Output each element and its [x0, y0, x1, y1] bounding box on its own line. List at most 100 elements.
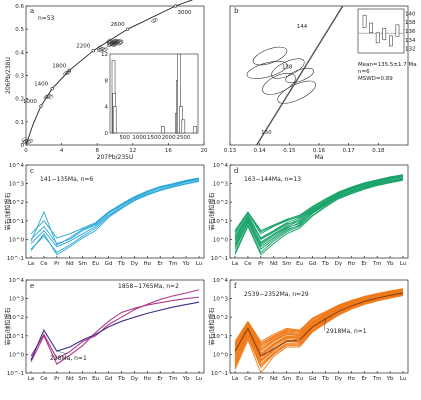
y-tick-label: 10^-1: [211, 371, 228, 377]
panel-label-b: b: [234, 7, 239, 15]
analysis-ellipse: [109, 40, 115, 45]
x-tick-label: 4: [60, 148, 64, 154]
element-label: Ce: [40, 376, 48, 382]
x-tick-label: 0: [24, 148, 28, 154]
weighted-mean-bar: [362, 14, 367, 28]
x-tick-label: 16: [165, 148, 172, 154]
panel-label-e: e: [30, 282, 34, 290]
analysis-ellipse: [96, 45, 102, 50]
analysis-ellipse: [21, 137, 27, 142]
ree-series-line: [234, 289, 404, 348]
element-label: La: [28, 261, 34, 267]
analysis-ellipse: [252, 46, 288, 66]
x-tick-label: 0.16: [313, 148, 326, 154]
y-tick-label: 10^0: [213, 352, 229, 358]
annotation-leader: [56, 350, 69, 355]
ree-series-line: [30, 181, 200, 256]
analysis-ellipse: [285, 67, 315, 84]
analysis-ellipse: [277, 80, 317, 104]
x-axis-label: Ma: [315, 154, 324, 161]
y-tick-label: 0.4: [15, 50, 24, 56]
ree-series-line: [234, 291, 404, 354]
element-label: Er: [157, 376, 163, 382]
panel-d-frame: [229, 164, 409, 259]
y-tick-label: 10^1: [213, 334, 228, 340]
element-label: Eu: [92, 261, 99, 267]
element-label: Eu: [92, 376, 99, 382]
inset-y-tick-label: 4: [105, 105, 109, 111]
inset-x-tick-label: 2000: [162, 135, 176, 141]
inset-y-tick-label: 140: [405, 11, 416, 17]
y-tick-label: 0.1: [15, 120, 24, 126]
element-label: Er: [361, 261, 367, 267]
ree-series-line: [30, 180, 200, 253]
panel-label-d: d: [234, 167, 239, 175]
weighted-mean-bar: [395, 24, 400, 37]
analysis-ellipse: [21, 139, 27, 144]
inset-y-tick-label: 134: [405, 38, 416, 44]
weighted-mean-stat: n=6: [358, 69, 370, 75]
group-label: 163−144Ma, n=13: [244, 176, 301, 183]
element-label: Dy: [335, 376, 343, 382]
concordia-age-marker: [173, 4, 178, 8]
element-label: Tm: [168, 376, 178, 382]
panel-e-frame: [25, 279, 205, 374]
age-tick-label: 150: [261, 130, 272, 136]
concordia-age-marker: [50, 87, 54, 91]
y-tick-label: 10^1: [9, 334, 24, 340]
ree-series-line: [234, 175, 404, 233]
y-tick-label: 10^3: [213, 297, 229, 303]
group-label: 228Ma, n=1: [50, 355, 87, 362]
element-label: Eu: [296, 376, 303, 382]
weighted-mean-bar: [375, 32, 380, 44]
y-tick-label: 10^2: [213, 315, 228, 321]
y-tick-label: 10^-1: [7, 256, 24, 262]
element-label: Ho: [144, 261, 152, 267]
y-axis-label: 206Pb/238U: [5, 57, 12, 94]
analysis-ellipse: [118, 39, 124, 44]
concordia-age-marker: [91, 49, 95, 53]
y-axis-label: 岩石/球粒陨石: [4, 192, 12, 230]
inset-y-tick-label: 8: [105, 78, 109, 84]
inset-y-tick-label: 0: [105, 131, 109, 137]
ree-series-line: [30, 179, 200, 248]
element-label: Dy: [131, 261, 139, 267]
analysis-ellipse: [48, 95, 54, 100]
ree-series-line: [234, 179, 404, 256]
ree-series-line: [234, 178, 404, 248]
group-label: 141−135Ma, n=6: [40, 176, 93, 183]
element-label: Lu: [400, 376, 406, 382]
inset-x-tick-label: 2500: [176, 135, 190, 141]
element-label: Ce: [40, 261, 48, 267]
ree-series-line: [234, 176, 404, 240]
element-label: Tm: [168, 261, 178, 267]
y-tick-label: 0.6: [15, 4, 24, 10]
y-tick-label: 10^0: [213, 237, 229, 243]
x-tick-label: 0.17: [343, 148, 356, 154]
histogram-bar: [193, 126, 197, 134]
analysis-ellipse: [103, 47, 109, 52]
element-label: La: [232, 261, 238, 267]
concordia-age-label: 1800: [52, 63, 66, 69]
y-tick-label: 10^4: [213, 278, 229, 284]
element-label: Pr: [54, 261, 60, 267]
inset-y-tick-label: 132: [405, 47, 416, 53]
y-tick-label: 10^0: [9, 352, 25, 358]
concordia-age-label: 2600: [111, 22, 125, 28]
concordia-age-label: 1400: [34, 82, 48, 88]
y-tick-label: 0.5: [15, 27, 24, 33]
x-tick-label: 0.15: [283, 148, 296, 154]
element-label: Tb: [117, 261, 125, 267]
weighted-mean-stat: MSWD=0.89: [358, 76, 393, 82]
concordia-line: [256, 5, 344, 146]
element-label: Er: [361, 376, 367, 382]
element-label: Tb: [321, 376, 329, 382]
y-tick-label: 10^2: [9, 200, 24, 206]
analysis-ellipse: [116, 41, 122, 46]
panel-a-concordia: 0 4 8 12 16 20 0 0.1 0.2 0.3 0.4 0.5 0.6 a n=53 207Pb/2…: [5, 0, 208, 161]
element-label: Er: [157, 261, 163, 267]
element-label: Yb: [182, 261, 190, 267]
analysis-ellipse: [152, 18, 158, 23]
x-tick-label: 0.18: [372, 148, 385, 154]
analysis-ellipse: [28, 139, 33, 144]
